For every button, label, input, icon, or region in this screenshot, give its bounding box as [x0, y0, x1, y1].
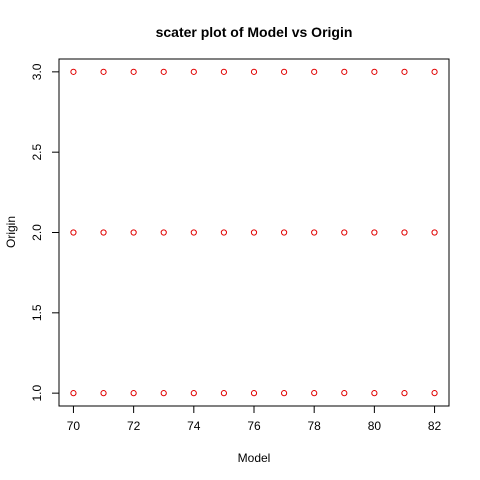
data-point: [311, 390, 318, 397]
data-point: [431, 68, 438, 75]
data-point: [160, 390, 167, 397]
data-point: [220, 68, 228, 75]
x-tick-label: 80: [368, 419, 382, 433]
data-point: [190, 390, 197, 397]
x-tick-label: 82: [428, 419, 442, 433]
data-point: [70, 229, 77, 236]
data-point: [220, 390, 228, 397]
y-tick-label: 2.0: [30, 224, 44, 241]
data-point: [100, 390, 107, 397]
x-tick-label: 76: [247, 419, 261, 433]
data-point: [250, 68, 258, 75]
data-point: [341, 229, 348, 236]
y-axis: 1.0 1.5 2.0 2.5 3.0: [30, 63, 59, 401]
chart-title: scater plot of Model vs Origin: [156, 24, 353, 40]
x-tick-label: 70: [67, 419, 81, 433]
x-tick-label: 72: [127, 419, 141, 433]
data-point: [431, 229, 438, 236]
data-point: [371, 390, 378, 397]
data-point: [220, 229, 228, 236]
data-point: [401, 390, 408, 397]
data-point: [250, 390, 258, 397]
data-points: [70, 68, 438, 397]
data-point: [100, 229, 107, 236]
data-point: [401, 68, 408, 75]
data-point: [371, 229, 378, 236]
data-point: [341, 68, 348, 75]
data-point: [311, 229, 318, 236]
x-tick-label: 74: [187, 419, 201, 433]
data-point: [371, 68, 378, 75]
data-point: [100, 68, 107, 75]
data-point: [341, 390, 348, 397]
data-point: [280, 68, 288, 75]
y-tick-label: 2.5: [30, 144, 44, 161]
data-point: [70, 68, 77, 75]
data-point: [130, 390, 137, 397]
y-tick-label: 1.5: [30, 304, 44, 321]
data-point: [130, 68, 137, 75]
data-point: [190, 68, 197, 75]
data-point: [130, 229, 137, 236]
data-point: [160, 229, 167, 236]
data-point: [160, 68, 167, 75]
data-point: [401, 229, 408, 236]
x-axis: 70 72 74 76 78 80 82: [67, 406, 442, 433]
data-point: [311, 68, 318, 75]
y-tick-label: 1.0: [30, 384, 44, 401]
x-axis-label: Model: [238, 451, 271, 465]
x-tick-label: 78: [308, 419, 322, 433]
y-tick-label: 3.0: [30, 63, 44, 80]
data-point: [280, 390, 288, 397]
data-point: [431, 390, 438, 397]
data-point: [280, 229, 288, 236]
data-point: [70, 390, 77, 397]
plot-frame: [58, 58, 450, 407]
data-point: [250, 229, 258, 236]
y-axis-label: Origin: [4, 216, 18, 248]
data-point: [190, 229, 197, 236]
